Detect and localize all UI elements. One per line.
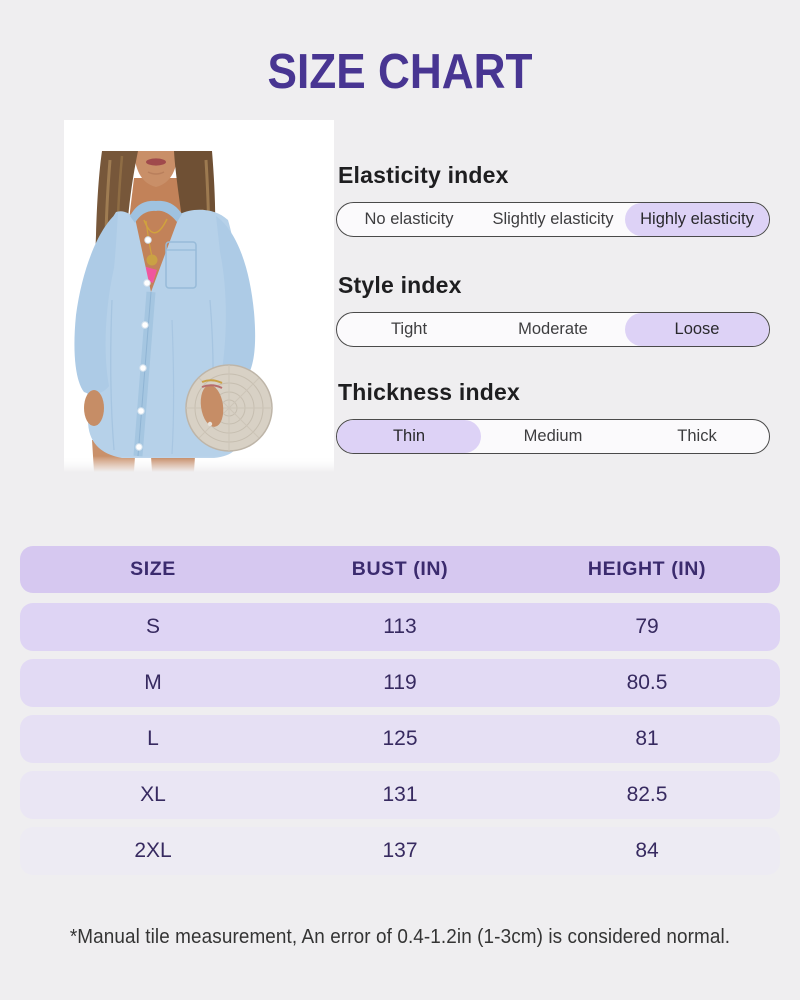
thickness-index-section: Thickness index Thin Medium Thick: [336, 379, 770, 454]
thickness-index-heading: Thickness index: [338, 379, 520, 405]
elasticity-option-no: No elasticity: [364, 210, 454, 228]
bust-cell: 113: [383, 615, 417, 638]
table-row-xl: XL 131 82.5: [20, 771, 780, 819]
elasticity-index-section: Elasticity index No elasticity Slightly …: [336, 162, 770, 237]
thickness-option-thick: Thick: [677, 427, 717, 445]
height-cell: 80.5: [626, 671, 668, 694]
height-cell: 82.5: [626, 783, 668, 806]
column-header-bust: BUST (IN): [351, 558, 449, 580]
size-cell: XL: [140, 783, 166, 806]
style-option-loose: Loose: [625, 313, 769, 346]
elasticity-index-scale: No elasticity Slightly elasticity Highly…: [336, 202, 770, 237]
size-cell: M: [144, 671, 162, 694]
height-cell: 81: [635, 727, 659, 750]
style-index-scale: Tight Moderate Loose: [336, 312, 770, 347]
bust-cell: 125: [382, 727, 418, 750]
style-option-tight: Tight: [390, 320, 428, 338]
elasticity-option-highly: Highly elasticity: [625, 203, 769, 236]
elasticity-index-heading: Elasticity index: [338, 162, 509, 188]
bust-cell: 137: [382, 839, 418, 862]
measurement-disclaimer: *Manual tile measurement, An error of 0.…: [69, 925, 731, 949]
model-illustration: [64, 120, 334, 472]
column-header-size: SIZE: [130, 558, 176, 580]
size-table: SIZE BUST (IN) HEIGHT (IN) S 113 79 M 11…: [20, 546, 780, 883]
table-row-m: M 119 80.5: [20, 659, 780, 707]
size-table-body: S 113 79 M 119 80.5 L 125 81 XL 131 82.5…: [20, 603, 780, 875]
size-cell: 2XL: [134, 839, 172, 862]
size-cell: S: [145, 615, 160, 638]
table-row-2xl: 2XL 137 84: [20, 827, 780, 875]
size-cell: L: [147, 727, 159, 750]
style-index-heading: Style index: [338, 272, 462, 298]
bust-cell: 119: [383, 671, 417, 694]
page-title: SIZE CHART: [267, 43, 533, 99]
elasticity-option-slightly: Slightly elasticity: [492, 210, 614, 228]
height-cell: 84: [635, 839, 659, 862]
style-index-section: Style index Tight Moderate Loose: [336, 272, 770, 347]
column-header-height: HEIGHT (IN): [587, 558, 707, 580]
height-cell: 79: [635, 615, 659, 638]
table-row-l: L 125 81: [20, 715, 780, 763]
style-option-moderate: Moderate: [518, 320, 588, 338]
thickness-index-scale: Thin Medium Thick: [336, 419, 770, 454]
product-photo: [64, 120, 334, 472]
thickness-option-medium: Medium: [523, 427, 583, 445]
size-table-header: SIZE BUST (IN) HEIGHT (IN): [20, 546, 780, 593]
bust-cell: 131: [382, 783, 418, 806]
thickness-option-thin: Thin: [337, 420, 481, 453]
table-row-s: S 113 79: [20, 603, 780, 651]
